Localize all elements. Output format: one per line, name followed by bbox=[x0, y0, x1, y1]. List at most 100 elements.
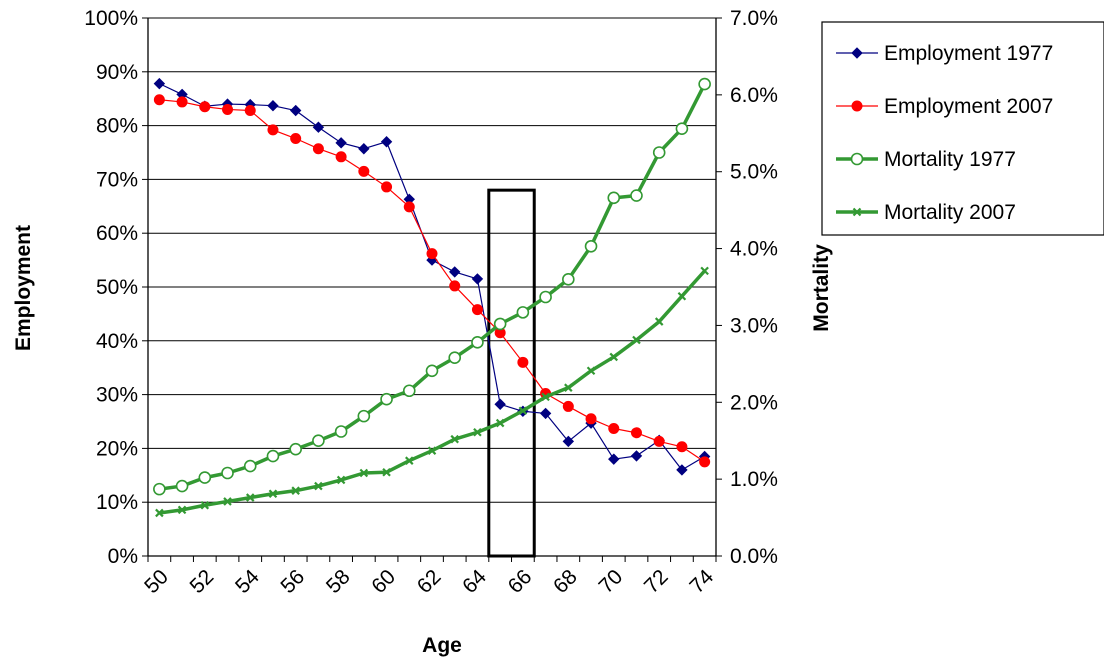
right-y-tick-label: 4.0% bbox=[730, 238, 778, 261]
legend-label: Employment 2007 bbox=[884, 95, 1053, 118]
left-y-tick-label: 90% bbox=[96, 61, 138, 84]
left-y-tick-label: 0% bbox=[108, 545, 138, 568]
data-point-series-2 bbox=[267, 124, 279, 136]
data-point-series-4 bbox=[654, 317, 664, 326]
data-point-series-2 bbox=[403, 201, 415, 213]
right-y-tick-label: 1.0% bbox=[730, 468, 778, 491]
data-point-series-2 bbox=[585, 413, 597, 425]
x-tick-label: 50 bbox=[140, 565, 173, 598]
data-point-series-2 bbox=[517, 356, 529, 368]
data-point-series-1 bbox=[267, 99, 279, 112]
data-point-series-3 bbox=[334, 425, 348, 438]
left-y-tick-label: 60% bbox=[96, 222, 138, 245]
x-tick-label: 56 bbox=[276, 565, 309, 598]
x-tick-label: 74 bbox=[685, 565, 718, 598]
data-point-series-1 bbox=[380, 136, 393, 148]
series-layer bbox=[153, 77, 711, 518]
data-point-series-1 bbox=[335, 137, 347, 149]
legend-marker-4 bbox=[852, 207, 862, 217]
gridlines bbox=[148, 17, 716, 557]
data-point-series-3 bbox=[266, 449, 280, 463]
data-point-series-2 bbox=[199, 101, 211, 113]
right-y-tick-label: 5.0% bbox=[730, 161, 778, 184]
data-point-series-2 bbox=[290, 133, 302, 145]
series-line-1 bbox=[159, 83, 705, 471]
right-y-tick-label: 6.0% bbox=[730, 84, 778, 107]
data-point-series-4 bbox=[632, 335, 641, 345]
x-tick-label: 54 bbox=[231, 565, 264, 598]
data-point-series-1 bbox=[608, 453, 620, 465]
data-point-series-1 bbox=[539, 407, 552, 420]
left-y-tick-label: 50% bbox=[96, 276, 138, 299]
legend-frame bbox=[821, 21, 1104, 236]
data-point-series-3 bbox=[675, 122, 689, 135]
left-y-axis-title: Employment bbox=[12, 225, 35, 351]
data-point-series-3 bbox=[402, 384, 416, 398]
highlight-box bbox=[487, 188, 536, 558]
data-point-series-2 bbox=[335, 151, 347, 163]
data-point-series-4 bbox=[268, 489, 278, 499]
right-y-tick-label: 7.0% bbox=[730, 7, 778, 30]
data-point-series-3 bbox=[312, 434, 325, 448]
data-point-series-3 bbox=[175, 479, 189, 493]
data-point-series-4 bbox=[291, 486, 300, 495]
data-point-series-2 bbox=[630, 427, 642, 439]
data-point-series-1 bbox=[449, 266, 461, 278]
data-point-series-2 bbox=[562, 400, 574, 412]
data-point-series-2 bbox=[222, 103, 234, 115]
legend-marker-1 bbox=[851, 47, 863, 59]
data-point-series-2 bbox=[608, 422, 620, 434]
legend-label: Mortality 2007 bbox=[884, 201, 1016, 224]
data-point-series-4 bbox=[200, 500, 210, 510]
highlight-box-layer bbox=[487, 188, 536, 558]
data-point-series-4 bbox=[177, 505, 187, 515]
data-point-series-2 bbox=[244, 105, 256, 117]
x-tick-label: 58 bbox=[322, 565, 355, 598]
data-point-series-4 bbox=[677, 291, 687, 301]
left-y-tick-label: 30% bbox=[96, 384, 138, 407]
data-point-series-3 bbox=[607, 191, 621, 205]
data-point-series-2 bbox=[676, 441, 688, 453]
data-point-series-4 bbox=[427, 446, 437, 455]
left-y-tick-label: 10% bbox=[96, 491, 138, 514]
data-point-series-4 bbox=[564, 383, 573, 392]
legend-label: Employment 1977 bbox=[884, 42, 1053, 65]
data-point-series-4 bbox=[473, 427, 482, 437]
data-point-series-4 bbox=[518, 406, 528, 416]
data-point-series-1 bbox=[471, 273, 484, 285]
data-point-series-3 bbox=[221, 466, 234, 480]
data-point-series-3 bbox=[698, 77, 711, 91]
legend-marker-3 bbox=[850, 152, 864, 166]
data-point-series-2 bbox=[426, 248, 438, 260]
data-point-series-4 bbox=[245, 493, 255, 502]
left-y-tick-label: 20% bbox=[96, 437, 138, 460]
series-line-2 bbox=[159, 99, 705, 463]
series-line-4 bbox=[159, 269, 706, 515]
legend-label: Mortality 1977 bbox=[884, 148, 1016, 171]
left-y-tick-label: 80% bbox=[96, 115, 138, 138]
x-tick-label: 52 bbox=[186, 565, 219, 598]
data-point-series-3 bbox=[493, 317, 507, 331]
data-point-series-4 bbox=[609, 352, 619, 362]
x-tick-label: 64 bbox=[458, 565, 491, 598]
data-point-series-1 bbox=[562, 435, 575, 448]
data-point-series-2 bbox=[312, 143, 324, 155]
x-tick-label: 66 bbox=[504, 565, 537, 598]
right-y-tick-label: 2.0% bbox=[730, 391, 778, 414]
data-point-series-4 bbox=[336, 475, 346, 485]
data-point-series-3 bbox=[471, 336, 484, 349]
x-tick-label: 60 bbox=[367, 565, 400, 598]
right-y-tick-label: 0.0% bbox=[730, 545, 778, 568]
legend-marker-2 bbox=[851, 100, 863, 112]
right-y-axis-title: Mortality bbox=[810, 244, 833, 332]
data-point-series-4 bbox=[223, 497, 232, 506]
data-point-series-2 bbox=[153, 94, 165, 106]
data-point-series-4 bbox=[495, 418, 505, 428]
x-tick-label: 72 bbox=[640, 565, 673, 598]
data-point-series-2 bbox=[653, 435, 665, 447]
data-point-series-1 bbox=[494, 398, 506, 410]
data-point-series-4 bbox=[359, 468, 369, 478]
data-point-series-1 bbox=[630, 450, 643, 462]
data-point-series-3 bbox=[153, 482, 166, 496]
